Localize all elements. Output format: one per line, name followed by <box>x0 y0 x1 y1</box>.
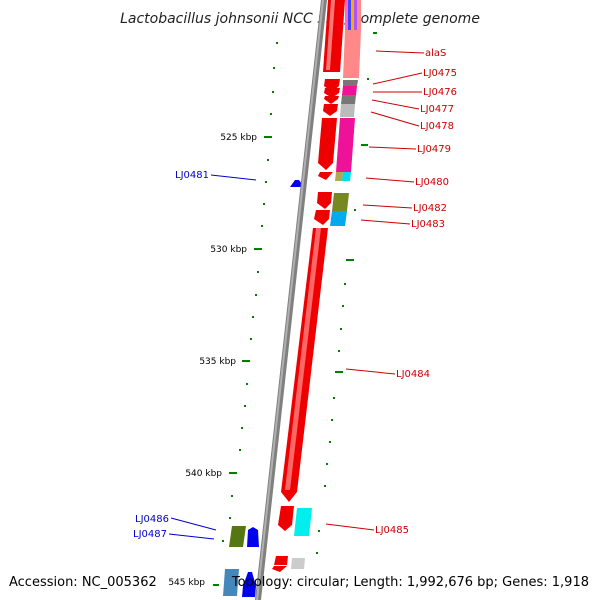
leader-line <box>372 72 423 85</box>
gene-arrow <box>318 118 337 170</box>
gene-highlight <box>326 0 335 70</box>
leader-line <box>365 177 415 183</box>
gene-arrow <box>324 88 340 98</box>
gene-arrow <box>272 566 287 572</box>
forward-strand-genes <box>272 0 345 572</box>
scale-label: 525 kbp <box>220 133 257 143</box>
gene-arrow <box>247 527 259 547</box>
category-stripe <box>351 0 354 30</box>
leader-line <box>325 523 375 531</box>
forward-gene-labels: alaS LJ0475 LJ0476 LJ0477 LJ0478 LJ0479 … <box>375 48 457 536</box>
gene-label-lj0484: LJ0484 <box>396 369 430 380</box>
leader-line <box>362 204 413 209</box>
gene-arrow <box>317 192 332 209</box>
scale-label: 545 kbp <box>168 578 205 588</box>
genome-backbone <box>255 0 327 600</box>
scale-label: 540 kbp <box>185 469 222 479</box>
category-block <box>330 211 347 226</box>
leader-line <box>345 368 396 375</box>
gene-arrow <box>318 172 333 180</box>
gene-arrow <box>290 180 304 187</box>
gene-arrow <box>274 556 288 565</box>
leader-line <box>168 533 215 540</box>
scale-label: 535 kbp <box>199 357 236 367</box>
gene-label-lj0486: LJ0486 <box>135 514 169 525</box>
category-stripe <box>348 0 351 30</box>
category-block <box>336 118 355 172</box>
topology-text: Topology: circular; Length: 1,992,676 bp… <box>231 575 589 590</box>
gene-label-lj0480: LJ0480 <box>415 177 449 188</box>
map-title: Lactobacillus johnsonii NCC 533, complet… <box>120 11 480 27</box>
gene-arrow <box>314 210 330 225</box>
scale-label: 530 kbp <box>210 245 247 255</box>
gene-arrow <box>323 104 338 116</box>
gene-label-lj0478: LJ0478 <box>420 121 454 132</box>
category-block <box>340 104 355 117</box>
gene-label-lj0485: LJ0485 <box>375 525 409 536</box>
category-block <box>332 193 349 211</box>
category-stripe <box>354 0 357 30</box>
gene-label-alaS: alaS <box>425 48 446 59</box>
category-block <box>223 569 239 596</box>
gene-label-lj0475: LJ0475 <box>423 68 457 79</box>
leader-line <box>371 99 420 110</box>
forward-leader-lines <box>325 50 425 531</box>
category-block <box>294 508 312 536</box>
gene-label-lj0479: LJ0479 <box>417 144 451 155</box>
gene-label-lj0483: LJ0483 <box>411 219 445 230</box>
leader-line <box>375 50 425 54</box>
category-stripe <box>345 0 348 30</box>
category-block <box>342 172 351 181</box>
gene-arrow <box>278 506 294 531</box>
gene-label-lj0481: LJ0481 <box>175 170 209 181</box>
inner-tick-track: 525 kbp 530 kbp 535 kbp 540 kbp 545 kbp <box>168 42 278 588</box>
backbone-highlight <box>256 0 324 600</box>
category-block <box>342 86 357 95</box>
accession-text: Accession: NC_005362 <box>9 575 157 590</box>
category-block <box>343 30 361 78</box>
reverse-leader-lines <box>168 174 257 540</box>
category-block <box>291 558 305 569</box>
reverse-gene-labels: LJ0481 LJ0486 LJ0487 <box>133 170 209 540</box>
leader-line <box>210 174 257 181</box>
functional-category-track <box>223 0 361 596</box>
leader-line <box>360 219 411 225</box>
category-block <box>229 526 246 547</box>
gene-label-lj0476: LJ0476 <box>423 87 457 98</box>
outer-tick-track <box>316 32 377 554</box>
gene-label-lj0487: LJ0487 <box>133 529 167 540</box>
gene-arrow <box>242 572 256 597</box>
leader-line <box>170 517 217 531</box>
leader-line <box>370 111 420 127</box>
category-stripe <box>357 0 361 30</box>
gene-arrow <box>324 96 339 104</box>
gene-label-lj0482: LJ0482 <box>413 203 447 214</box>
reverse-strand-genes <box>242 180 304 597</box>
gene-label-lj0477: LJ0477 <box>420 104 454 115</box>
category-block <box>341 95 356 104</box>
category-block <box>343 80 358 86</box>
leader-line <box>368 146 417 150</box>
category-block <box>335 172 343 181</box>
gene-highlight <box>285 228 321 490</box>
